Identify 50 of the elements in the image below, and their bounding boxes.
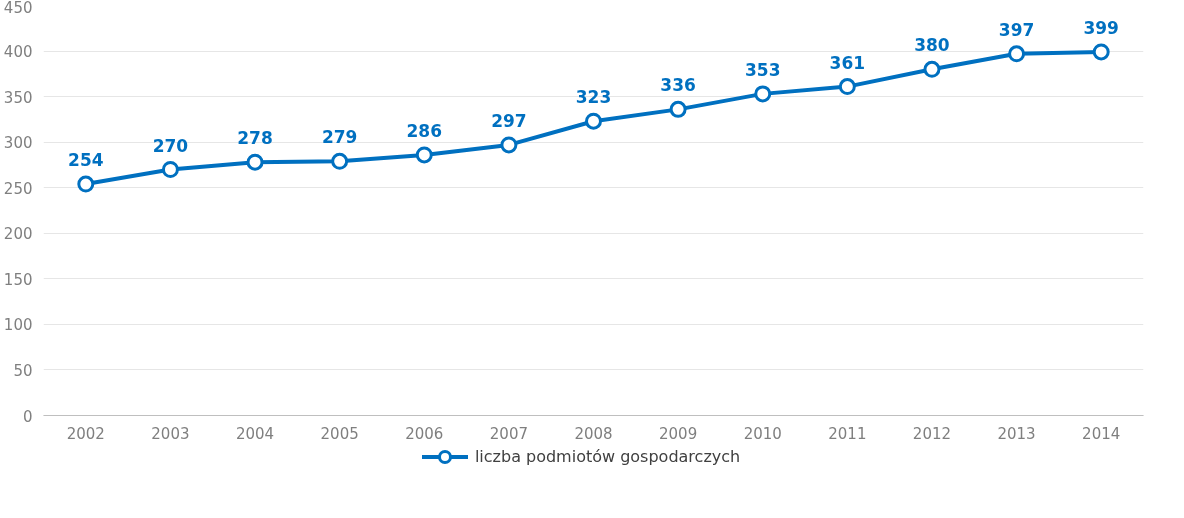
- data-label: 380: [914, 35, 950, 56]
- point: [754, 85, 772, 103]
- y-tick-label: 0: [22, 407, 33, 426]
- x-tick-label: 2014: [1082, 424, 1121, 443]
- x-tick-label: 2012: [912, 424, 952, 443]
- point: [1092, 43, 1110, 61]
- x-tick-label: 2004: [235, 424, 275, 443]
- y-tick-label: 200: [3, 225, 33, 244]
- point: [838, 78, 856, 96]
- x-tick-label: 2013: [997, 424, 1036, 443]
- point: [500, 136, 518, 154]
- data-label: 353: [744, 59, 781, 80]
- x-tick-label: 2009: [659, 424, 698, 443]
- y-tick-label: 450: [3, 0, 33, 17]
- point: [77, 175, 95, 193]
- y-tick-label: 50: [13, 361, 33, 380]
- x-tick-label: 2008: [574, 424, 613, 443]
- point: [161, 161, 179, 178]
- x-tick-label: 2002: [66, 424, 105, 443]
- data-label: 323: [575, 87, 612, 108]
- data-label: 254: [68, 150, 104, 171]
- x-tick-label: 2011: [828, 424, 867, 443]
- x-tick-label: 2003: [151, 424, 190, 443]
- point: [669, 100, 687, 118]
- point: [923, 60, 941, 78]
- x-tick-label: 2006: [405, 424, 444, 443]
- y-tick-label: 400: [3, 43, 33, 62]
- data-label: 270: [152, 135, 189, 156]
- point: [1008, 45, 1026, 63]
- data-label: 279: [321, 127, 358, 148]
- data-label: 286: [406, 120, 443, 141]
- x-tick-label: 2010: [743, 424, 782, 443]
- data-label: 297: [491, 110, 527, 131]
- point: [331, 152, 349, 170]
- y-tick-label: 250: [3, 179, 33, 198]
- point: [415, 146, 433, 164]
- data-label: 397: [998, 19, 1035, 40]
- y-tick-label: 100: [3, 316, 33, 335]
- data-label: 399: [1083, 17, 1119, 38]
- y-tick-label: 300: [3, 134, 33, 153]
- data-label: 361: [829, 52, 866, 73]
- data-label: 336: [660, 75, 696, 96]
- y-tick-label: 350: [3, 88, 33, 107]
- x-tick-label: 2007: [489, 424, 528, 443]
- legend-label: liczba podmiotów gospodarczych: [473, 447, 741, 466]
- x-tick-label: 2005: [320, 424, 359, 443]
- point: [585, 112, 602, 130]
- y-tick-label: 150: [3, 270, 33, 289]
- point: [246, 153, 264, 171]
- data-label: 278: [237, 128, 273, 149]
